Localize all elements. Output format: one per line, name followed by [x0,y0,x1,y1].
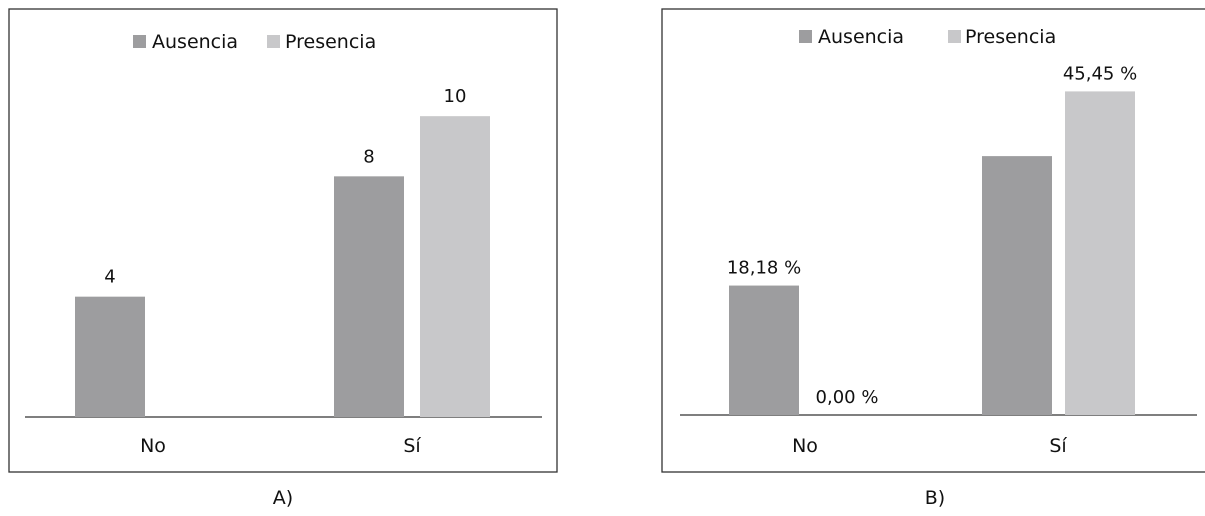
x-tick-label: No [140,435,166,457]
data-label: 10 [444,86,467,107]
data-label: 45,45 % [1063,63,1137,84]
chart-b: Ausencia Presencia No Sí 18,18 % 0,00 % 45… [661,8,1205,509]
chart-a: Ausencia Presencia No Sí 4 8 10 A) [8,8,558,509]
bar-ausencia-0 [75,296,145,417]
legend-label-presencia: Presencia [965,26,1056,48]
legend-swatch-presencia [948,30,961,43]
chart-b-frame [661,8,1205,473]
data-label: 8 [363,146,374,167]
chart-a-caption: A) [273,487,293,509]
bar-presencia-1 [420,116,490,418]
legend-label-presencia: Presencia [285,31,376,53]
legend-label-ausencia: Ausencia [152,31,238,53]
chart-b-caption: B) [925,487,945,509]
data-label: 18,18 % [727,258,801,279]
data-label: 4 [104,267,115,288]
legend-swatch-ausencia [133,35,146,48]
bar-presencia-1 [1065,91,1135,415]
legend-label-ausencia: Ausencia [818,26,904,48]
bar-ausencia-1 [334,176,404,417]
x-tick-label: No [792,435,818,457]
x-tick-label: Sí [1049,435,1067,457]
data-label: 0,00 % [816,387,879,408]
x-tick-label: Sí [403,435,421,457]
chart-a-frame [8,8,558,473]
bar-ausencia-0 [729,285,799,415]
legend-swatch-presencia [267,35,280,48]
bar-ausencia-1 [982,156,1052,415]
legend-swatch-ausencia [799,30,812,43]
